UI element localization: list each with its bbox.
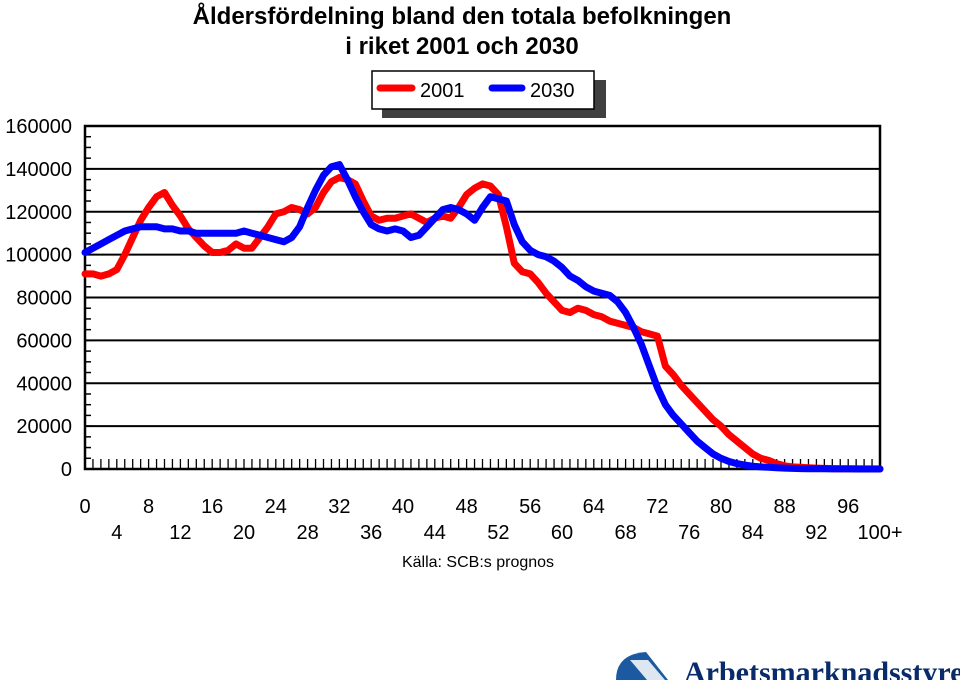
x-tick-label: 72 (646, 496, 668, 518)
x-tick-label: 64 (583, 496, 605, 518)
y-tick-label: 100000 (5, 245, 72, 267)
x-tick-label: 36 (360, 522, 382, 544)
x-tick-label: 52 (487, 522, 509, 544)
chart-title: Åldersfördelning bland den totala befolk… (193, 2, 732, 30)
series-layer (81, 161, 884, 473)
x-axis-labels-lower: 4 12 20 28 36 44 52 60 68 76 84 92 100+ (111, 522, 902, 544)
series-line-2030 (81, 161, 884, 473)
legend-label-2001: 2001 (420, 80, 465, 102)
x-tick-label: 60 (551, 522, 573, 544)
y-tick-label: 140000 (5, 159, 72, 181)
x-tick-label: 24 (265, 496, 287, 518)
y-tick-label: 60000 (16, 330, 72, 352)
plot-frame (83, 124, 882, 471)
x-tick-label: 28 (296, 522, 318, 544)
x-tick-label: 48 (455, 496, 477, 518)
legend: 2001 2030 (371, 70, 606, 118)
x-tick-label: 100+ (857, 522, 902, 544)
chart-source: Källa: SCB:s prognos (402, 554, 554, 571)
x-tick-label: 92 (805, 522, 827, 544)
x-axis-labels-upper: 0 8 16 24 32 40 48 56 64 72 80 88 96 (79, 496, 859, 518)
logo: Arbetsmarknadsstyrelsen (616, 652, 960, 680)
x-tick-label: 80 (710, 496, 732, 518)
series-line-2001 (81, 173, 884, 473)
logo-text: Arbetsmarknadsstyrelsen (684, 656, 960, 680)
x-tick-label: 44 (424, 522, 446, 544)
x-tick-label: 40 (392, 496, 414, 518)
y-axis-minor-ticks (85, 125, 94, 470)
x-tick-label: 0 (79, 496, 90, 518)
x-tick-label: 4 (111, 522, 122, 544)
x-tick-label: 8 (143, 496, 154, 518)
y-tick-label: 80000 (16, 288, 72, 310)
x-tick-label: 20 (233, 522, 255, 544)
legend-label-2030: 2030 (530, 80, 575, 102)
chart-subtitle: i riket 2001 och 2030 (345, 33, 578, 60)
x-tick-label: 16 (201, 496, 223, 518)
x-tick-label: 96 (837, 496, 859, 518)
y-tick-label: 0 (61, 459, 72, 481)
y-tick-label: 40000 (16, 373, 72, 395)
y-tick-label: 120000 (5, 202, 72, 224)
logo-mark (616, 652, 668, 680)
x-tick-label: 32 (328, 496, 350, 518)
y-tick-label: 20000 (16, 416, 72, 438)
x-tick-label: 76 (678, 522, 700, 544)
x-tick-label: 12 (169, 522, 191, 544)
x-tick-label: 84 (742, 522, 764, 544)
x-tick-label: 68 (614, 522, 636, 544)
x-tick-label: 56 (519, 496, 541, 518)
y-axis-labels: 0 20000 40000 60000 80000 100000 120000 140000 1… (5, 116, 72, 481)
x-tick-label: 88 (773, 496, 795, 518)
y-tick-label: 160000 (5, 116, 72, 138)
